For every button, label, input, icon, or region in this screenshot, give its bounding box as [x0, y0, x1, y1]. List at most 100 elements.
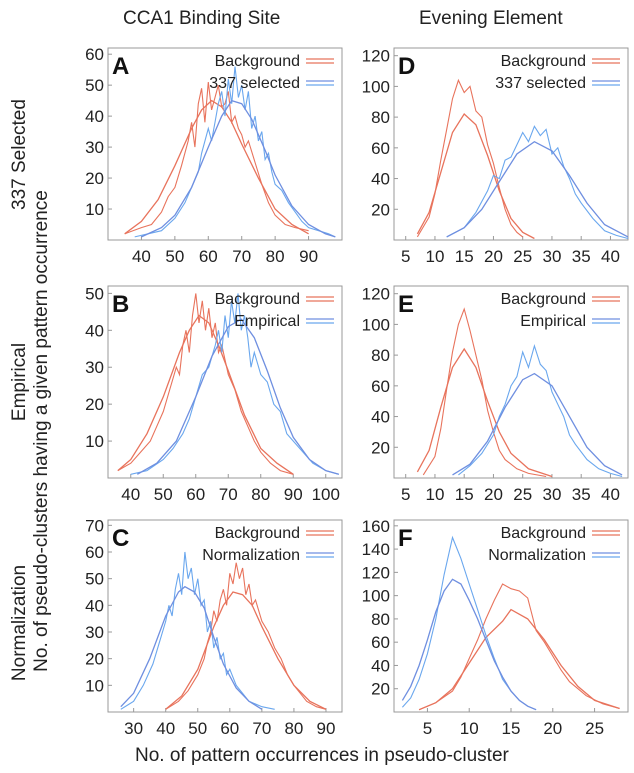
y-tick-label: 50 [85, 76, 104, 95]
x-tick-label: 30 [542, 485, 561, 504]
panel-letter: E [398, 291, 414, 318]
y-tick-label: 120 [362, 285, 390, 304]
x-tick-label: 30 [542, 247, 561, 266]
x-tick-label: 20 [543, 719, 562, 738]
y-tick-label: 30 [85, 623, 104, 642]
x-tick-label: 60 [220, 719, 239, 738]
x-tick-label: 60 [186, 485, 205, 504]
x-tick-label: 80 [266, 247, 285, 266]
series-fit-background [117, 314, 294, 475]
chart-panel-d: D 20 40 60 80 100 120 5 10 15 20 25 30 35 40 Background… [362, 47, 629, 266]
y-tick-label: 140 [362, 540, 390, 559]
y-tick-label: 40 [85, 321, 104, 340]
series-fit-selected [141, 99, 336, 238]
series-fit-background [124, 99, 309, 235]
legend-label: Background [215, 291, 300, 308]
x-tick-label: 70 [219, 485, 238, 504]
y-tick-label: 10 [85, 676, 104, 695]
series-raw-selected [134, 66, 336, 238]
y-tick-label: 20 [371, 200, 390, 219]
series-fit-background [165, 591, 327, 710]
x-tick-label: 35 [572, 247, 591, 266]
row-label-normalization: Normalization [9, 564, 30, 682]
x-tick-label: 40 [121, 485, 140, 504]
y-tick-label: 120 [362, 563, 390, 582]
y-tick-label: 80 [371, 108, 390, 127]
column-title-cca1: CCA1 Binding Site [123, 8, 281, 29]
x-tick-label: 15 [455, 485, 474, 504]
panel-letter: D [398, 53, 415, 80]
x-tick-label: 40 [156, 719, 175, 738]
x-tick-label: 40 [601, 485, 620, 504]
series-fit-selected [452, 372, 623, 476]
series-raw-background [124, 82, 309, 235]
x-tick-label: 15 [455, 247, 474, 266]
x-tick-label: 5 [401, 247, 410, 266]
series-raw-background [165, 562, 327, 710]
x-tick-label: 50 [188, 719, 207, 738]
plot-frame [107, 285, 343, 479]
chart-panel-f: F 20 40 60 80 100 120 140 160 5 10 15 20 25 Background… [362, 517, 629, 738]
x-tick-label: 50 [165, 247, 184, 266]
y-tick-label: 60 [371, 633, 390, 652]
x-tick-label: 40 [132, 247, 151, 266]
x-tick-label: 15 [502, 719, 521, 738]
column-title-evening-element: Evening Element [419, 8, 563, 29]
x-tick-label: 90 [299, 247, 318, 266]
panel-letter: C [112, 525, 129, 552]
x-tick-label: 80 [284, 719, 303, 738]
chart-panel-a: A 10 20 30 40 50 60 40 50 60 70 80 90 Background 337 s… [85, 45, 343, 266]
y-tick-label: 50 [85, 570, 104, 589]
series-raw-selected [120, 551, 275, 710]
x-tick-label: 10 [460, 719, 479, 738]
y-tick-label: 20 [85, 395, 104, 414]
series-raw-selected [446, 125, 629, 240]
legend-label: Empirical [234, 313, 300, 330]
x-tick-label: 35 [572, 485, 591, 504]
x-tick-label: 60 [199, 247, 218, 266]
x-tick-label: 90 [284, 485, 303, 504]
y-tick-label: 20 [85, 650, 104, 669]
panel-letter: B [112, 291, 129, 318]
panel-letter: A [112, 53, 129, 80]
x-tick-label: 25 [513, 485, 532, 504]
y-tick-label: 30 [85, 138, 104, 157]
x-axis-label: No. of pattern occurrences in pseudo-clu… [135, 745, 509, 766]
chart-panel-b: B 10 20 30 40 50 40 50 60 70 80 90 100 Background Empi… [85, 284, 343, 504]
y-tick-label: 30 [85, 358, 104, 377]
legend-label: Normalization [202, 547, 300, 564]
y-tick-label: 50 [85, 284, 104, 303]
x-tick-label: 90 [317, 719, 336, 738]
series-fit-selected [136, 318, 339, 475]
y-tick-label: 160 [362, 517, 390, 536]
x-tick-label: 50 [154, 485, 173, 504]
series-fit-background [416, 347, 553, 478]
x-tick-label: 10 [425, 485, 444, 504]
y-tick-label: 60 [371, 139, 390, 158]
series-fit-background [416, 112, 535, 240]
y-tick-label: 120 [362, 47, 390, 66]
x-tick-label: 80 [251, 485, 270, 504]
x-tick-label: 30 [124, 719, 143, 738]
y-axis-label: No. of pseudo-clusters having a given pa… [31, 190, 52, 672]
y-tick-label: 10 [85, 200, 104, 219]
y-tick-label: 40 [85, 596, 104, 615]
y-tick-label: 10 [85, 432, 104, 451]
y-tick-label: 80 [371, 346, 390, 365]
plot-frame [107, 519, 343, 713]
series-raw-background [422, 307, 547, 478]
plot-frame [393, 285, 629, 479]
x-tick-label: 40 [601, 247, 620, 266]
x-tick-label: 10 [425, 247, 444, 266]
chart-panel-e: E 20 40 60 80 100 120 5 10 15 20 25 30 35 40 Background… [362, 285, 629, 504]
series-fit-selected [401, 578, 537, 711]
y-tick-label: 80 [371, 610, 390, 629]
y-tick-label: 70 [85, 516, 104, 535]
y-tick-label: 40 [371, 408, 390, 427]
legend-label: Background [501, 291, 586, 308]
y-tick-label: 40 [85, 107, 104, 126]
legend-label: Background [215, 525, 300, 542]
x-tick-label: 5 [401, 485, 410, 504]
legend-label: Empirical [520, 313, 586, 330]
x-tick-label: 25 [585, 719, 604, 738]
